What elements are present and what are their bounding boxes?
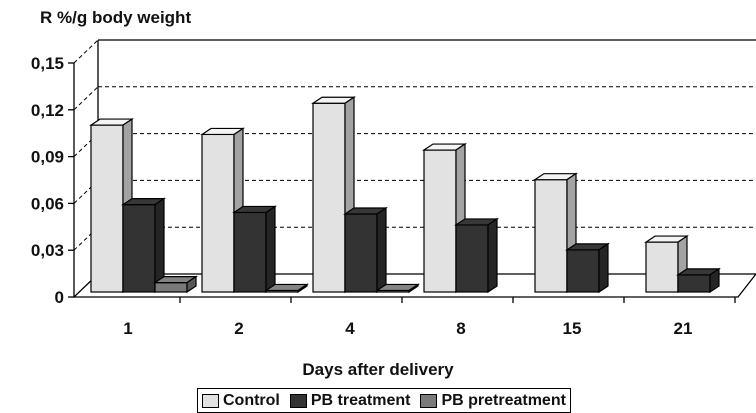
bar-side	[709, 267, 720, 294]
bar-side	[487, 217, 498, 294]
y-tick-label: 0	[55, 288, 64, 307]
bar-control-1	[89, 117, 134, 294]
bar-pb-treatment-2	[232, 205, 277, 294]
x-tick-label: 15	[563, 319, 582, 338]
bar-side	[265, 205, 276, 294]
legend-swatch-pb-pretreatment	[420, 393, 438, 408]
y-tick-label: 0,03	[31, 241, 64, 260]
legend-label-pb-pretreatment: PB pretreatment	[441, 391, 566, 409]
legend: Control PB treatment PB pretreatment	[197, 388, 571, 413]
x-tick-label: 2	[234, 319, 243, 338]
bar-pb-treatment-15	[565, 242, 610, 294]
legend-item-pb-treatment: PB treatment	[289, 391, 411, 410]
bar-front	[534, 179, 568, 293]
y-tick-label: 0,15	[31, 54, 64, 73]
y-tick-label: 0,09	[31, 148, 64, 167]
legend-item-control: Control	[202, 392, 280, 410]
bar-front	[423, 149, 457, 293]
y-tick-label: 0,12	[31, 101, 64, 120]
legend-label-pb-treatment: PB treatment	[310, 391, 411, 409]
bar-pb-treatment-4	[343, 206, 388, 294]
grid-lines	[73, 39, 756, 251]
bar-front	[677, 274, 711, 293]
bar-front	[233, 211, 267, 293]
bar-front	[122, 204, 156, 293]
legend-label-control: Control	[223, 391, 280, 409]
bar-pb-treatment-8	[454, 217, 499, 294]
legend-swatch-pb-treatment	[289, 393, 307, 408]
bar-side	[186, 275, 197, 294]
axis-ticks: 0,15 0,12 0,09 0,06 0,03 0 1 2 4 8 15 21	[31, 54, 736, 338]
y-tick-label: 0,06	[31, 194, 64, 213]
gridline-diagonal	[73, 133, 99, 157]
bar-pb-pretreatment-2	[264, 283, 309, 294]
gridline-diagonal	[73, 86, 99, 111]
x-tick-label: 4	[345, 319, 355, 338]
bars	[89, 96, 721, 294]
y-axis-title: R %/g body weight	[40, 8, 192, 27]
x-tick-label: 1	[123, 319, 132, 338]
bar-pb-treatment-1	[121, 197, 166, 294]
legend-swatch-control	[202, 393, 219, 408]
bar-pb-pretreatment-1	[153, 275, 198, 294]
bar-front	[312, 102, 346, 293]
bar-pb-pretreatment-4	[375, 283, 420, 294]
bar-side	[297, 283, 308, 294]
gridline-diagonal	[73, 180, 99, 204]
bar-side	[408, 283, 419, 294]
bar-front	[645, 241, 679, 293]
bar-control-21	[644, 234, 689, 294]
legend-item-pb-pretreatment: PB pretreatment	[420, 391, 566, 410]
bar-pb-treatment-21	[676, 267, 721, 294]
x-tick-label: 8	[456, 319, 465, 338]
x-axis-title: Days after delivery	[302, 360, 454, 379]
gridline-diagonal	[73, 226, 99, 251]
gridline-diagonal	[73, 39, 99, 64]
bar-front	[566, 249, 600, 293]
bar-front	[455, 224, 489, 293]
x-tick-label: 21	[674, 319, 693, 338]
bar-front	[344, 213, 378, 293]
bar-front	[201, 133, 235, 293]
bar-front	[90, 124, 124, 293]
bar-front	[154, 282, 188, 293]
bar-side	[598, 242, 609, 294]
bar-side	[376, 206, 387, 294]
